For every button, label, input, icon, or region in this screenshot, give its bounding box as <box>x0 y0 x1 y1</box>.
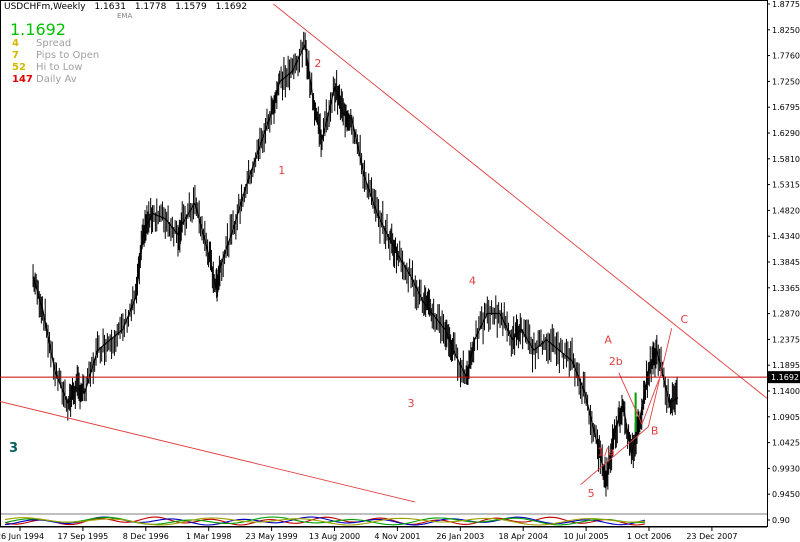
open-value: 1.1631 <box>94 2 126 12</box>
wave-label: A <box>604 334 612 347</box>
y-tick-label: 1.0425 <box>772 439 800 448</box>
x-tick-label: 13 Aug 2000 <box>309 532 360 541</box>
elliott-labels: 1 2 3 4 5 A 2b 1/a B C <box>278 57 688 500</box>
close-value: 1.1692 <box>215 2 248 12</box>
trendline <box>618 372 643 425</box>
wave-label: 5 <box>588 487 595 500</box>
y-tick-label: 0.9930 <box>772 464 800 473</box>
indicator-label: EMA <box>117 12 133 20</box>
y-tick-label: 1.6290 <box>772 129 800 138</box>
trendline <box>641 379 660 425</box>
trendline <box>0 401 416 503</box>
current-price-box-label: 1.1692 <box>771 373 799 382</box>
y-tick-label: 1.4340 <box>772 232 800 241</box>
y-tick-label: 1.1895 <box>772 361 800 370</box>
info-row-pips: 7 Pips to Open <box>12 50 99 61</box>
y-tick-label: 1.5810 <box>772 155 800 164</box>
wave-label: 1/a <box>597 446 614 459</box>
pips-value: 7 <box>12 50 19 61</box>
wave-label: 2b <box>609 355 623 368</box>
hilo-label: Hi to Low <box>36 62 83 73</box>
y-tick-label: 1.8775 <box>772 0 800 9</box>
info-row-spread: 4 Spread <box>12 38 71 49</box>
wave-label: 3 <box>408 397 415 410</box>
high-value: 1.1778 <box>134 2 167 12</box>
wave-label: C <box>681 313 689 326</box>
price-series <box>32 31 679 497</box>
spread-label: Spread <box>36 38 72 49</box>
y-tick-label: 1.0905 <box>772 413 800 422</box>
oscillator-line <box>4 516 646 526</box>
y-tick-label: 1.3845 <box>772 258 800 267</box>
y-tick-label: 1.7760 <box>772 52 800 61</box>
y-tick-label: 1.2375 <box>772 335 800 344</box>
y-tick-label: 1.2870 <box>772 310 800 319</box>
pips-label: Pips to Open <box>36 50 100 61</box>
low-value: 1.1579 <box>175 2 207 12</box>
wave-label: B <box>651 425 659 438</box>
y-tick-label: 0.90 <box>772 516 790 525</box>
info-row-daily: 147 Daily Av <box>12 74 77 85</box>
time-axis: 26 Jun 1994 17 Sep 1995 8 Dec 1996 1 Mar 19… <box>0 526 767 541</box>
current-price-display: 1.1692 <box>10 20 66 39</box>
y-tick-label: 1.7250 <box>772 77 800 86</box>
wave-label: 1 <box>278 164 285 177</box>
current-price-box <box>768 371 800 384</box>
x-tick-label: 23 May 1999 <box>246 532 298 541</box>
y-tick-label: 1.3365 <box>772 284 800 293</box>
y-tick-label: 1.8250 <box>772 26 800 35</box>
symbol-label: USDCHFm,Weekly <box>4 2 86 12</box>
chart-header: USDCHFm,Weekly 1.1631 1.1778 1.1579 1.16… <box>4 2 253 12</box>
x-tick-label: 26 Jan 2003 <box>436 532 484 541</box>
trendline <box>273 3 768 399</box>
daily-label: Daily Av <box>36 74 77 85</box>
wave-label: 2 <box>314 57 321 70</box>
wave-count-label: 3 <box>9 441 19 456</box>
x-tick-label: 26 Jun 1994 <box>0 532 44 541</box>
spread-value: 4 <box>12 38 19 49</box>
price-axis: 1.8775 1.8250 1.7760 1.7250 1.6795 1.6290 1.58… <box>767 0 800 525</box>
daily-value: 147 <box>12 74 33 85</box>
trendline <box>580 426 649 486</box>
y-tick-label: 0.9450 <box>772 490 800 499</box>
info-row-hilo: 52 Hi to Low <box>12 62 82 73</box>
x-tick-label: 10 Jul 2005 <box>563 532 608 541</box>
y-tick-label: 1.4820 <box>772 206 800 215</box>
x-tick-label: 1 Oct 2006 <box>627 532 671 541</box>
oscillator-line <box>4 517 646 526</box>
hilo-value: 52 <box>12 62 26 73</box>
y-tick-label: 1.1400 <box>772 387 800 396</box>
x-tick-label: 4 Nov 2001 <box>374 532 420 541</box>
x-tick-label: 1 Mar 1998 <box>186 532 232 541</box>
trendlines <box>0 3 768 503</box>
wave-label: 4 <box>469 275 476 288</box>
y-tick-label: 1.6795 <box>772 103 800 112</box>
indicator-subwindow <box>0 513 767 526</box>
x-tick-label: 18 Apr 2004 <box>498 532 547 541</box>
x-tick-label: 23 Dec 2007 <box>686 532 737 541</box>
x-tick-label: 17 Sep 1995 <box>58 532 109 541</box>
y-tick-label: 1.5315 <box>772 181 800 190</box>
x-tick-label: 8 Dec 1996 <box>123 532 169 541</box>
